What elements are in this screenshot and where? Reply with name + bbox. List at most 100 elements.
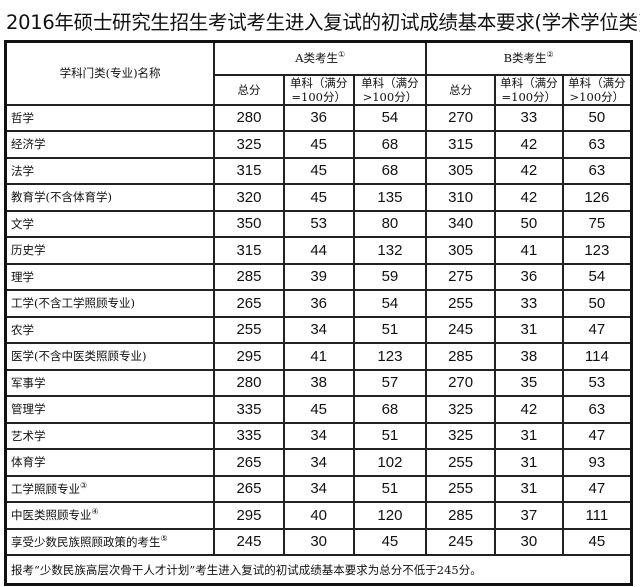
score-cell: 36 [282, 103, 355, 132]
score-table: 学科门类(专业)名称 A类考生① B类考生② 总分 单科（满分=100分） 单科（满… [4, 40, 633, 586]
score-cell: 285 [213, 262, 285, 291]
score-cell: 280 [213, 368, 285, 397]
table-row: 中医类照顾专业④ 295 40 120 285 37 111 [4, 501, 633, 530]
table-row: 法学 315 45 68 305 42 63 [4, 156, 633, 185]
score-cell: 50 [561, 289, 633, 318]
score-cell: 123 [561, 236, 633, 265]
score-cell: 45 [282, 395, 355, 424]
score-cell: 335 [213, 395, 285, 424]
score-cell: 255 [213, 315, 285, 344]
score-cell: 265 [213, 289, 285, 318]
table-row: 哲学 280 36 54 270 33 50 [4, 103, 633, 132]
subject-name: 农学 [4, 315, 216, 344]
score-cell: 42 [493, 183, 564, 212]
score-cell: 54 [352, 103, 428, 132]
group-a-header: A类考生① [213, 40, 428, 76]
score-cell: 41 [493, 236, 564, 265]
score-cell: 31 [493, 421, 564, 450]
score-cell: 57 [352, 368, 428, 397]
score-cell: 51 [352, 315, 428, 344]
subject-name: 文学 [4, 209, 216, 238]
score-cell: 68 [352, 156, 428, 185]
page-title: 2016年硕士研究生招生考试考生进入复试的初试成绩基本要求(学术学位类) [6, 11, 640, 34]
subject-name: 医学(不含中医类照顾专业) [4, 342, 216, 371]
score-cell: 275 [425, 262, 496, 291]
score-cell: 51 [352, 421, 428, 450]
score-cell: 245 [213, 527, 285, 556]
score-cell: 335 [213, 421, 285, 450]
score-cell: 45 [352, 527, 428, 556]
score-cell: 40 [282, 501, 355, 530]
score-cell: 45 [282, 183, 355, 212]
score-cell: 325 [213, 130, 285, 159]
subject-name: 经济学 [4, 130, 216, 159]
table-row: 经济学 325 45 68 315 42 63 [4, 130, 633, 159]
score-cell: 34 [282, 448, 355, 477]
score-cell: 305 [425, 156, 496, 185]
score-cell: 123 [352, 342, 428, 371]
score-cell: 315 [425, 130, 496, 159]
subject-header: 学科门类(专业)名称 [4, 40, 216, 106]
table-row: 理学 285 39 59 275 36 54 [4, 262, 633, 291]
score-cell: 310 [425, 183, 496, 212]
score-cell: 120 [352, 501, 428, 530]
score-cell: 36 [282, 289, 355, 318]
score-cell: 34 [282, 421, 355, 450]
score-cell: 63 [561, 156, 633, 185]
score-cell: 47 [561, 315, 633, 344]
score-cell: 285 [425, 501, 496, 530]
score-cell: 38 [282, 368, 355, 397]
subject-name: 艺术学 [4, 421, 216, 450]
score-cell: 114 [561, 342, 633, 371]
column-header: 单科（满分>100分） [352, 73, 428, 106]
score-cell: 50 [493, 209, 564, 238]
score-cell: 255 [425, 289, 496, 318]
subject-name: 军事学 [4, 368, 216, 397]
score-cell: 36 [493, 262, 564, 291]
subject-name: 理学 [4, 262, 216, 291]
score-cell: 265 [213, 448, 285, 477]
table-row: 体育学 265 34 102 255 31 93 [4, 448, 633, 477]
score-cell: 45 [282, 130, 355, 159]
score-cell: 255 [425, 474, 496, 503]
table-row: 工学照顾专业③ 265 34 51 255 31 47 [4, 474, 633, 503]
subject-name: 法学 [4, 156, 216, 185]
subject-name: 哲学 [4, 103, 216, 132]
score-cell: 75 [561, 209, 633, 238]
score-cell: 47 [561, 474, 633, 503]
score-cell: 320 [213, 183, 285, 212]
table-row: 艺术学 335 34 51 325 31 47 [4, 421, 633, 450]
score-cell: 111 [561, 501, 633, 530]
score-cell: 245 [425, 527, 496, 556]
score-cell: 59 [352, 262, 428, 291]
score-cell: 47 [561, 421, 633, 450]
table-row: 军事学 280 38 57 270 35 53 [4, 368, 633, 397]
subject-name: 享受少数民族照顾政策的考生⑤ [4, 527, 216, 556]
subject-name: 管理学 [4, 395, 216, 424]
column-header: 单科（满分>100分） [561, 73, 633, 106]
subject-name: 体育学 [4, 448, 216, 477]
score-cell: 45 [282, 156, 355, 185]
score-cell: 280 [213, 103, 285, 132]
score-cell: 68 [352, 130, 428, 159]
group-b-header: B类考生② [425, 40, 633, 76]
subject-name: 工学(不含工学照顾专业) [4, 289, 216, 318]
score-cell: 325 [425, 395, 496, 424]
score-cell: 53 [561, 368, 633, 397]
score-cell: 93 [561, 448, 633, 477]
score-cell: 255 [425, 448, 496, 477]
score-cell: 102 [352, 448, 428, 477]
score-cell: 63 [561, 395, 633, 424]
score-cell: 315 [213, 236, 285, 265]
score-cell: 34 [282, 474, 355, 503]
column-header: 总分 [213, 73, 285, 106]
table-row: 农学 255 34 51 245 31 47 [4, 315, 633, 344]
score-cell: 54 [561, 262, 633, 291]
score-cell: 31 [493, 315, 564, 344]
footnote: 报考“少数民族高层次骨干人才计划”考生进入复试的初试成绩基本要求为总分不低于24… [4, 554, 633, 586]
subject-name: 中医类照顾专业④ [4, 501, 216, 530]
table-row: 教育学(不含体育学) 320 45 135 310 42 126 [4, 183, 633, 212]
table-row: 历史学 315 44 132 305 41 123 [4, 236, 633, 265]
score-cell: 245 [425, 315, 496, 344]
score-cell: 270 [425, 368, 496, 397]
